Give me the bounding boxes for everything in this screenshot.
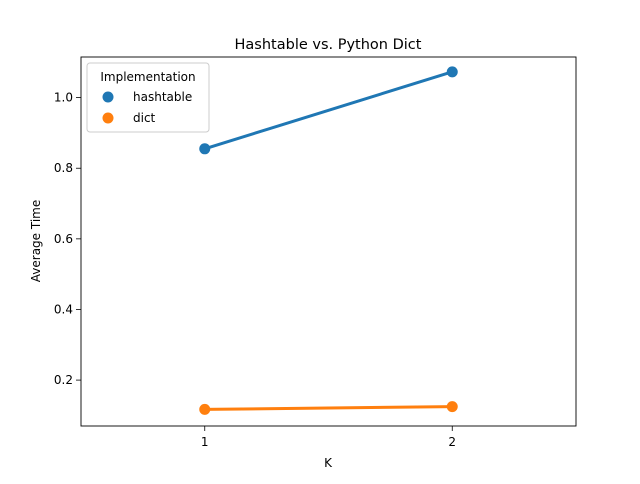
axes-frame: [80, 56, 577, 427]
series-layer: [199, 66, 458, 415]
legend-marker-dict: [102, 112, 114, 124]
x-tick-label: 2: [448, 435, 456, 449]
legend-frame: [86, 62, 210, 133]
legend-marker-hashtable: [102, 91, 114, 103]
x-tick-label: 1: [201, 435, 209, 449]
series-line-dict: [203, 405, 454, 411]
series-line-hashtable: [203, 70, 454, 151]
y-tick-label: 0.2: [54, 373, 73, 387]
y-tick-label: 0.8: [54, 161, 73, 175]
legend-label-hashtable: hashtable: [133, 90, 192, 104]
y-axis: 0.2 0.4 0.6 0.8 1.0: [54, 91, 81, 387]
legend-items: hashtable dict: [102, 90, 192, 125]
y-axis-label: Average Time: [29, 200, 43, 282]
legend: Implementation hashtable dict: [86, 62, 210, 133]
y-tick-label: 0.6: [54, 232, 73, 246]
data-point-dict: [199, 403, 211, 415]
data-point-hashtable: [446, 66, 458, 78]
legend-label-dict: dict: [133, 111, 156, 125]
y-tick-label: 0.4: [54, 302, 73, 316]
x-axis-label: K: [324, 456, 333, 470]
data-point-hashtable: [199, 143, 211, 155]
chart-title: Hashtable vs. Python Dict: [235, 37, 422, 53]
y-tick-label: 1.0: [54, 91, 73, 105]
data-point-dict: [446, 401, 458, 413]
legend-title: Implementation: [100, 70, 195, 84]
